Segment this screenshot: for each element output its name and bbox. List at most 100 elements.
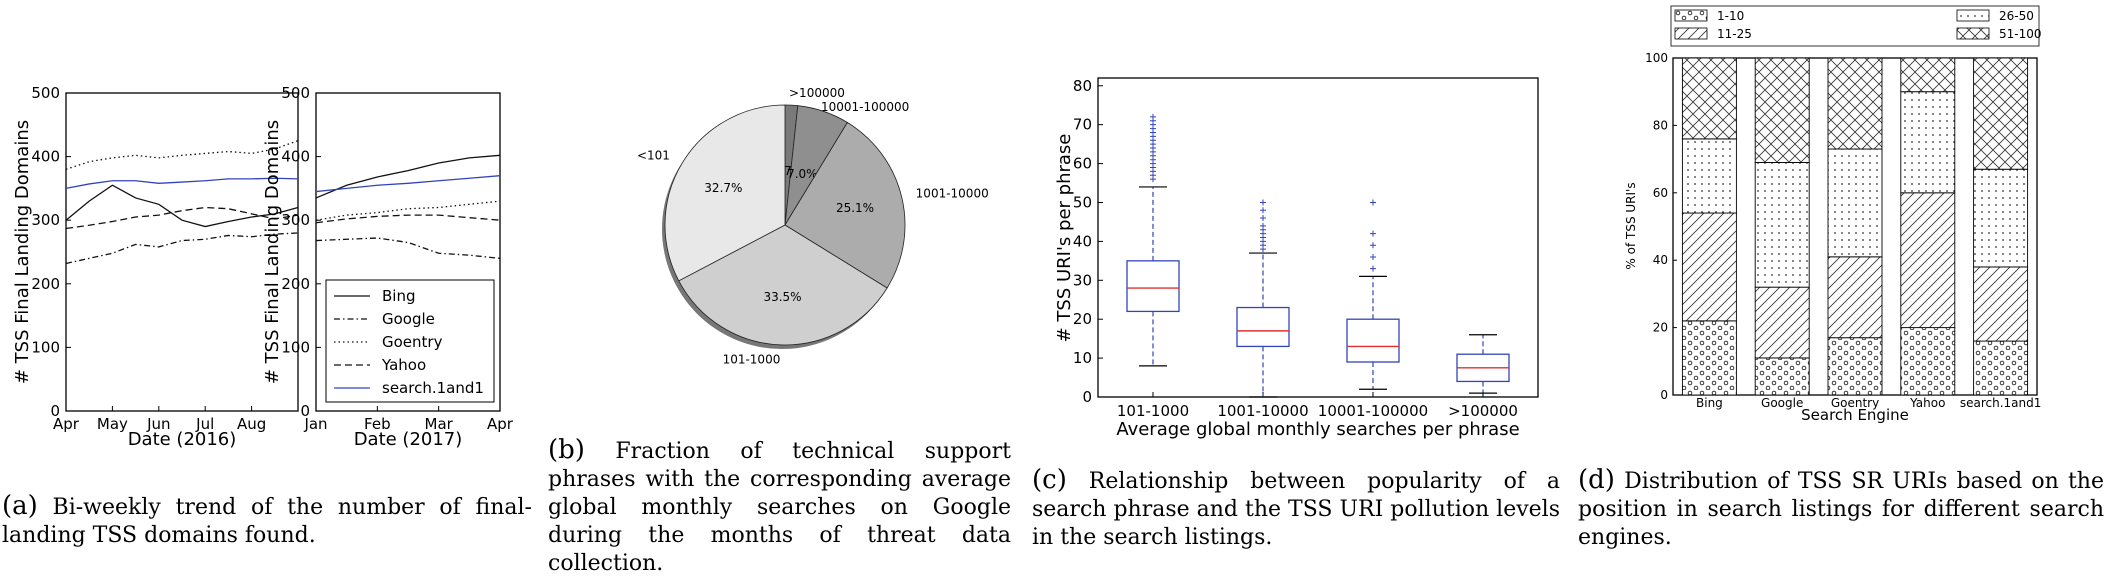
c-y-axis-label: # TSS URI's per phrase xyxy=(1054,134,1075,343)
caption-a-label: (a) xyxy=(2,491,38,521)
caption-a-text: Bi-weekly trend of the number of final-l… xyxy=(2,495,532,548)
c-outlier xyxy=(1370,199,1376,206)
a1-ytick-label: 500 xyxy=(31,84,60,102)
c-x-axis-label: Average global monthly searches per phra… xyxy=(1116,419,1519,440)
d-bar-google-1-10 xyxy=(1754,357,1810,396)
a2-xtick-label: Jan xyxy=(303,415,327,433)
a1-ytick-label: 200 xyxy=(31,275,60,293)
c-iqr-box xyxy=(1236,306,1290,348)
d-xtick-label: Yahoo xyxy=(1909,396,1945,410)
c-plot-frame xyxy=(1097,77,1539,398)
a2-ytick-label: 300 xyxy=(281,211,310,229)
d-bar-google-51-100 xyxy=(1754,57,1810,163)
d-bar-bing-26-50 xyxy=(1681,138,1737,214)
d-legend-swatch-1-10 xyxy=(1674,9,1708,22)
pie-pct-label: 33.5% xyxy=(763,290,801,304)
a1-xtick-label: Apr xyxy=(53,415,80,433)
pie-slice-101-1000 xyxy=(678,224,888,346)
pie-pct-label: 25.1% xyxy=(836,201,874,215)
a2-legend-label-search-1and1: search.1and1 xyxy=(382,379,484,397)
c-iqr-box xyxy=(1126,260,1180,313)
a1-plot-frame xyxy=(65,92,299,412)
d-bar-search-1and1-1-10 xyxy=(1973,340,2029,396)
d-xtick-label: Goentry xyxy=(1831,396,1879,410)
c-ytick-label: 80 xyxy=(1073,77,1092,95)
d-bar-goentry-51-100 xyxy=(1827,57,1883,150)
a2-ytick-label: 500 xyxy=(281,84,310,102)
d-bar-goentry-26-50 xyxy=(1827,148,1883,258)
a2-ytick-label: 0 xyxy=(300,402,310,420)
d-bar-yahoo-51-100 xyxy=(1900,57,1956,93)
pie-category-label: 10001-100000 xyxy=(821,100,909,114)
c-outlier xyxy=(1260,222,1266,229)
d-bar-search-1and1-11-25 xyxy=(1973,266,2029,342)
a2-series-bing xyxy=(315,154,501,199)
c-xtick-label: >100000 xyxy=(1448,402,1518,420)
a1-ytick-label: 100 xyxy=(31,338,60,356)
pie-slice-101 xyxy=(664,104,786,282)
a2-legend-label-yahoo: Yahoo xyxy=(381,356,426,374)
a1-ytick-label: 400 xyxy=(31,148,60,166)
c-outlier xyxy=(1260,207,1266,214)
a1-series-goentry xyxy=(65,140,299,170)
a1-series-search-1and1 xyxy=(65,177,299,190)
a2-ytick-label: 100 xyxy=(281,338,310,356)
c-ytick-label: 20 xyxy=(1073,310,1092,328)
chart-a1-2016: 0 100 200 300 400 500 Apr May Jun Jul Aug Date (2… xyxy=(12,84,299,450)
d-legend: 1-10 11-25 26-50 51-100 xyxy=(1670,5,2042,47)
c-ytick-label: 70 xyxy=(1073,116,1092,134)
a2-plot-frame xyxy=(315,92,501,412)
d-y-axis-label: % of TSS URI's xyxy=(1624,182,1638,269)
a1-xtick-label: May xyxy=(97,415,128,433)
a2-legend: Bing Google Goentry Yahoo search.1and1 xyxy=(325,279,495,403)
a1-xtick-label: Jun xyxy=(146,415,170,433)
d-bar-bing-11-25 xyxy=(1681,212,1737,322)
d-bar-goentry-11-25 xyxy=(1827,256,1883,339)
d-legend-label-26-50: 26-50 xyxy=(1999,9,2034,23)
c-box-100000 xyxy=(1456,334,1510,394)
d-bar-search-1and1-26-50 xyxy=(1973,168,2029,268)
c-box-101-1000 xyxy=(1126,113,1180,367)
c-outlier xyxy=(1370,265,1376,272)
d-ytick-label: 20 xyxy=(1653,321,1668,335)
d-legend-frame xyxy=(1670,5,2040,47)
a2-legend-label-goentry: Goentry xyxy=(382,333,443,351)
d-ytick-label: 60 xyxy=(1653,186,1668,200)
a2-xtick-label: Apr xyxy=(487,415,514,433)
chart-d-stacked: 1-10 11-25 26-50 51-100 0 20 40 60 80 100 Bing Go… xyxy=(1624,5,2042,424)
c-ytick-label: 50 xyxy=(1073,193,1092,211)
c-ytick-label: 0 xyxy=(1082,388,1092,406)
d-legend-label-1-10: 1-10 xyxy=(1717,9,1744,23)
d-legend-label-11-25: 11-25 xyxy=(1717,27,1752,41)
caption-b-label: (b) xyxy=(548,435,585,465)
c-ytick-label: 10 xyxy=(1073,349,1092,367)
c-ytick-label: 30 xyxy=(1073,271,1092,289)
caption-b: (b) Fraction of technical support phrase… xyxy=(548,436,1011,578)
chart-c-boxplot: 0 10 20 30 40 50 60 70 80 101-1000 1001-10000 1000… xyxy=(1054,77,1539,440)
c-iqr-box xyxy=(1346,318,1400,363)
d-xtick-label: search.1and1 xyxy=(1960,396,2042,410)
a1-xtick-label: Aug xyxy=(237,415,266,433)
d-x-axis-label: Search Engine xyxy=(1801,406,1909,424)
caption-b-text: Fraction of technical support phrases wi… xyxy=(548,439,1011,576)
d-legend-label-51-100: 51-100 xyxy=(1999,27,2042,41)
a1-series-bing xyxy=(65,184,299,228)
caption-a: (a) Bi-weekly trend of the number of fin… xyxy=(2,492,532,550)
d-ytick-label: 0 xyxy=(1660,388,1668,402)
pie-slice-1001-10000 xyxy=(784,121,906,289)
d-bar-bing-1-10 xyxy=(1681,320,1737,396)
c-outlier xyxy=(1260,215,1266,222)
d-bar-yahoo-1-10 xyxy=(1900,327,1956,396)
pie-category-label: 1001-10000 xyxy=(916,187,989,201)
pie-category-label: >100000 xyxy=(789,86,845,100)
a2-series-search-1and1 xyxy=(315,175,501,193)
d-bar-bing-51-100 xyxy=(1681,57,1737,140)
pie-pct-label: 7.0% xyxy=(787,167,818,181)
d-legend-swatch-51-100 xyxy=(1956,27,1990,40)
chart-a-trend: 0 100 200 300 400 500 Apr May Jun Jul Aug Date (2… xyxy=(12,84,514,450)
c-box-1001-10000 xyxy=(1236,199,1290,398)
caption-c: (c) Relationship between popularity of a… xyxy=(1032,466,1560,552)
chart-a2-2017: 0 100 200 300 400 500 Jan Feb Mar Apr Date (2017… xyxy=(262,84,514,450)
c-xtick-label: 10001-100000 xyxy=(1318,402,1428,420)
c-outlier xyxy=(1370,230,1376,237)
